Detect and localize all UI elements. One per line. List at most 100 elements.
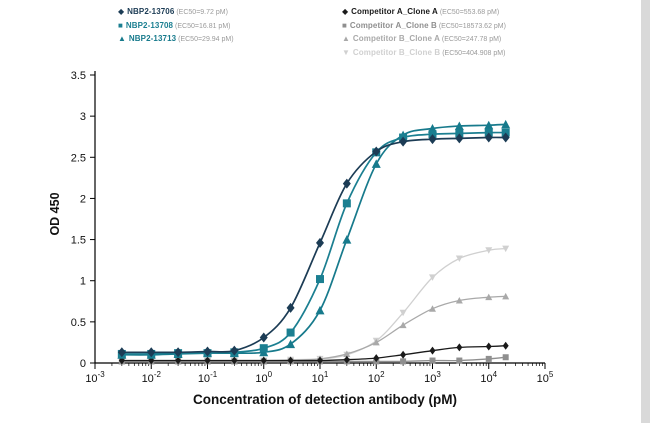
- x-tick-label: 101: [312, 370, 329, 385]
- data-point: [259, 332, 268, 343]
- data-point: [203, 346, 212, 357]
- data-point: [502, 354, 509, 361]
- legend-item: ■ NBP2-13708 (EC50=16.81 pM): [118, 20, 328, 34]
- data-point: [455, 133, 464, 144]
- data-point: [175, 356, 182, 365]
- y-tick-label: 1: [80, 276, 86, 288]
- y-tick-label: 2: [80, 193, 86, 205]
- x-tick-label: 103: [424, 370, 441, 385]
- data-point: [455, 255, 463, 262]
- data-point: [455, 296, 463, 304]
- curve-Competitor B_Clone B: [121, 247, 506, 362]
- legend-item: ▲ Competitor B_Clone A (EC50=247.78 pM): [342, 33, 506, 47]
- data-point: [342, 199, 351, 208]
- data-point: [147, 347, 156, 358]
- y-tick-label: 1.5: [71, 235, 86, 247]
- legend-ec50-label: (EC50=29.94 pM): [176, 36, 234, 43]
- legend-item: ▲ NBP2-13713 (EC50=29.94 pM): [118, 33, 328, 47]
- legend-series-name: NBP2-13713: [128, 34, 177, 43]
- data-point: [287, 356, 294, 365]
- square-marker-icon: ■: [118, 20, 123, 30]
- data-point: [316, 275, 324, 284]
- triangle-down-marker-icon: ▼: [342, 47, 350, 57]
- y-tick-label: 0.5: [71, 317, 86, 329]
- data-point: [429, 357, 436, 364]
- data-point: [342, 235, 352, 244]
- data-point: [429, 274, 436, 281]
- y-axis-label: OD 450: [48, 192, 62, 236]
- y-tick-label: 3: [80, 111, 86, 123]
- x-tick-label: 10-1: [198, 370, 218, 385]
- data-point: [454, 121, 464, 131]
- data-point: [400, 358, 407, 365]
- legend-ec50-label: (EC50=9.72 pM): [174, 9, 228, 16]
- data-point: [484, 120, 494, 130]
- data-point: [317, 356, 323, 365]
- legend: ◆ NBP2-13706 (EC50=9.72 pM) ■ NBP2-13708 (E…: [118, 6, 506, 60]
- x-tick-label: 10-3: [85, 370, 105, 385]
- data-point: [286, 302, 295, 313]
- data-point: [342, 178, 351, 189]
- x-tick-label: 100: [255, 370, 272, 385]
- square-marker-icon: ■: [342, 20, 347, 30]
- data-point: [485, 342, 492, 351]
- diamond-marker-icon: ◆: [118, 7, 125, 16]
- data-point: [456, 343, 463, 352]
- x-tick-label: 10-2: [142, 370, 162, 385]
- data-point: [260, 356, 267, 365]
- data-point: [502, 341, 509, 350]
- data-point: [456, 357, 463, 364]
- legend-ec50-label: (EC50=553.68 pM): [437, 9, 500, 16]
- legend-ec50-label: (EC50=247.78 pM): [439, 36, 502, 43]
- data-point: [429, 305, 436, 312]
- data-point: [428, 134, 437, 145]
- legend-series-name: NBP2-13708: [125, 20, 174, 30]
- data-point: [400, 350, 407, 359]
- legend-series-name: NBP2-13706: [127, 7, 175, 16]
- data-point: [286, 339, 296, 349]
- data-point: [399, 136, 408, 147]
- x-tick-label: 102: [368, 370, 385, 385]
- legend-item: ◆ Competitor A_Clone A (EC50=553.68 pM): [342, 6, 506, 20]
- legend-column: ◆ NBP2-13706 (EC50=9.72 pM) ■ NBP2-13708 (E…: [118, 6, 328, 60]
- triangle-marker-icon: ▲: [118, 34, 126, 43]
- data-point: [231, 356, 238, 365]
- legend-ec50-label: (EC50=404.908 pM): [440, 49, 506, 57]
- data-point: [484, 132, 493, 143]
- y-tick-label: 2.5: [71, 152, 86, 164]
- data-point: [429, 346, 436, 355]
- x-tick-label: 105: [537, 370, 554, 385]
- diamond-marker-icon: ◆: [342, 7, 349, 16]
- data-point: [343, 355, 350, 364]
- data-point: [502, 245, 510, 253]
- data-point: [372, 146, 381, 157]
- data-point: [230, 345, 239, 356]
- data-point: [343, 350, 351, 357]
- x-tick-label: 104: [480, 370, 497, 385]
- data-point: [501, 119, 511, 129]
- legend-item: ◆ NBP2-13706 (EC50=9.72 pM): [118, 6, 328, 20]
- legend-ec50-label: (EC50=18573.62 pM): [436, 22, 506, 30]
- data-point: [259, 344, 268, 353]
- data-point: [399, 309, 407, 317]
- data-point: [286, 328, 295, 337]
- legend-series-name: Competitor A_Clone A: [351, 7, 438, 16]
- data-point: [485, 247, 493, 254]
- legend-item: ■ Competitor A_Clone B (EC50=18573.62 pM): [342, 20, 506, 34]
- data-point: [502, 292, 510, 300]
- legend-series-name: Competitor B_Clone A: [352, 34, 440, 43]
- data-point: [373, 354, 380, 363]
- data-point: [204, 356, 211, 365]
- curve-NBP2-13713: [121, 123, 506, 356]
- data-point: [174, 347, 183, 358]
- legend-item: ▼ Competitor B_Clone B (EC50=404.908 pM): [342, 47, 506, 61]
- data-point: [485, 293, 493, 301]
- image-edge-strip: [641, 0, 650, 423]
- legend-ec50-label: (EC50=16.81 pM): [173, 22, 231, 30]
- legend-series-name: Competitor B_Clone B: [352, 47, 441, 57]
- legend-series-name: Competitor A_Clone B: [349, 20, 437, 30]
- data-point: [371, 159, 381, 168]
- data-point: [117, 347, 126, 358]
